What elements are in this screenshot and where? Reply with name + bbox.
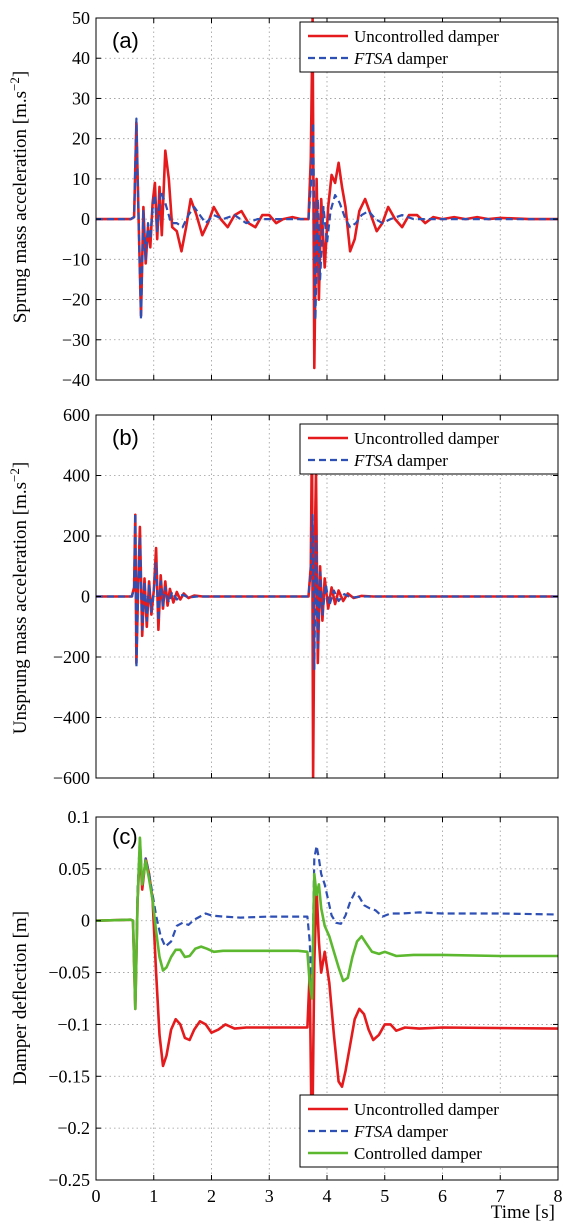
x-tick-label: 4 [323,1186,332,1206]
y-tick-label-c: −0.1 [57,1014,90,1034]
y-tick-label-b: 200 [63,526,90,546]
y-tick-label-b: −400 [53,708,90,728]
axes-frame-a [95,17,559,381]
legend-label-c: FTSA damper [353,1122,448,1141]
x-tick-label: 2 [207,1186,216,1206]
y-axis-label-b-exponent: −2 [7,468,22,482]
x-tick-label: 8 [554,1186,563,1206]
legend-box-b [299,423,559,475]
panel-tag-c: (c) [112,824,138,849]
x-tick-label: 1 [149,1186,158,1206]
y-tick-label-a: 40 [72,48,90,68]
x-axis-label: Time [s] [491,1202,555,1223]
panel-tag-a: (a) [112,28,139,53]
y-tick-label-c: 0.05 [59,859,91,879]
x-tick-label: 0 [92,1186,101,1206]
axes-frame-c [95,816,559,1181]
y-axis-label-a-exponent: −2 [7,77,22,91]
legend-b: Uncontrolled damper FTSA damper [299,423,559,475]
x-tick-label: 5 [380,1186,389,1206]
y-tick-label-c: −0.25 [48,1170,90,1190]
y-tick-label-b: 400 [63,466,90,486]
y-tick-label-b: −200 [53,647,90,667]
x-tick-label: 6 [438,1186,447,1206]
series-line-ftsa-damper-b [96,512,558,671]
y-tick-label-b: −600 [53,768,90,788]
y-tick-label-a: 0 [81,209,90,229]
y-tick-label-c: 0.1 [68,807,91,827]
series-c [96,836,558,1166]
series-line-uncontrolled-damper-b [96,425,558,778]
y-tick-label-c: 0 [81,911,90,931]
series-b [96,425,558,778]
y-axis-label-b: Unsprung mass acceleration [m.s−2] [7,462,31,734]
series-line-ftsa-damper-a [96,117,558,321]
y-tick-label-b: 0 [81,587,90,607]
x-tick-label: 3 [265,1186,274,1206]
panel-c: 0 1 2 3 4 5 6 7 8 −0.25 −0.2 −0.15 −0.1 −0.05 0 0.05 0.1… [10,807,563,1223]
y-tick-label-a: −20 [62,290,90,310]
y-tick-label-a: −30 [62,330,90,350]
y-tick-label-a: −40 [62,370,90,390]
legend-label-b: FTSA damper [353,451,448,470]
legend-c: Uncontrolled damper FTSA damper Controlled… [299,1094,559,1168]
axes-frame-b [95,414,559,779]
y-tick-label-a: 50 [72,8,90,28]
y-tick-label-c: −0.15 [48,1066,90,1086]
y-axis-label-a: Sprung mass acceleration [m.s−2] [7,71,31,323]
legend-label-a: Uncontrolled damper [354,27,499,46]
y-tick-label-c: −0.2 [57,1118,90,1138]
legend-label-c: Uncontrolled damper [354,1100,499,1119]
series-line-ftsa-damper-c [96,836,558,1010]
x-tick-label: 7 [496,1186,505,1206]
legend-a: Uncontrolled damper FTSA damper [299,21,559,73]
y-tick-label-a: −10 [62,249,90,269]
series-line-controlled-damper-c [96,836,558,1011]
legend-label-c: Controlled damper [354,1144,482,1163]
y-tick-label-a: 30 [72,88,90,108]
panel-b: −600 −400 −200 0 200 400 600 (b) Uncontrolled … [7,405,559,788]
y-tick-label-a: 10 [72,169,90,189]
legend-label-b: Uncontrolled damper [354,429,499,448]
panel-a: −40 −30 −20 −10 0 10 20 30 40 50 (a) Uncontrolled… [7,8,559,390]
y-axis-label-c: Damper deflection [m] [10,911,31,1085]
ticks-c: 0 1 2 3 4 5 6 7 8 −0.25 −0.2 −0.15 −0.1 −0.05 0 0.05 0.1 [48,807,562,1206]
series-a [96,18,558,370]
y-tick-label-b: 600 [63,405,90,425]
y-tick-label-a: 20 [72,129,90,149]
panel-tag-b: (b) [112,425,139,450]
legend-label-a: FTSA damper [353,49,448,68]
legend-box-a [299,21,559,73]
y-tick-label-c: −0.05 [48,963,90,983]
ticks-b: −600 −400 −200 0 200 400 600 [53,405,559,788]
